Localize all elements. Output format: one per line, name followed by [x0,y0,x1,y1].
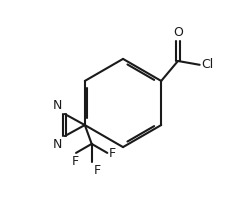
Text: F: F [109,147,116,160]
Text: N: N [52,138,62,151]
Text: F: F [71,155,78,168]
Text: F: F [93,164,100,177]
Text: N: N [52,99,62,112]
Text: O: O [172,26,182,39]
Text: Cl: Cl [200,58,213,71]
